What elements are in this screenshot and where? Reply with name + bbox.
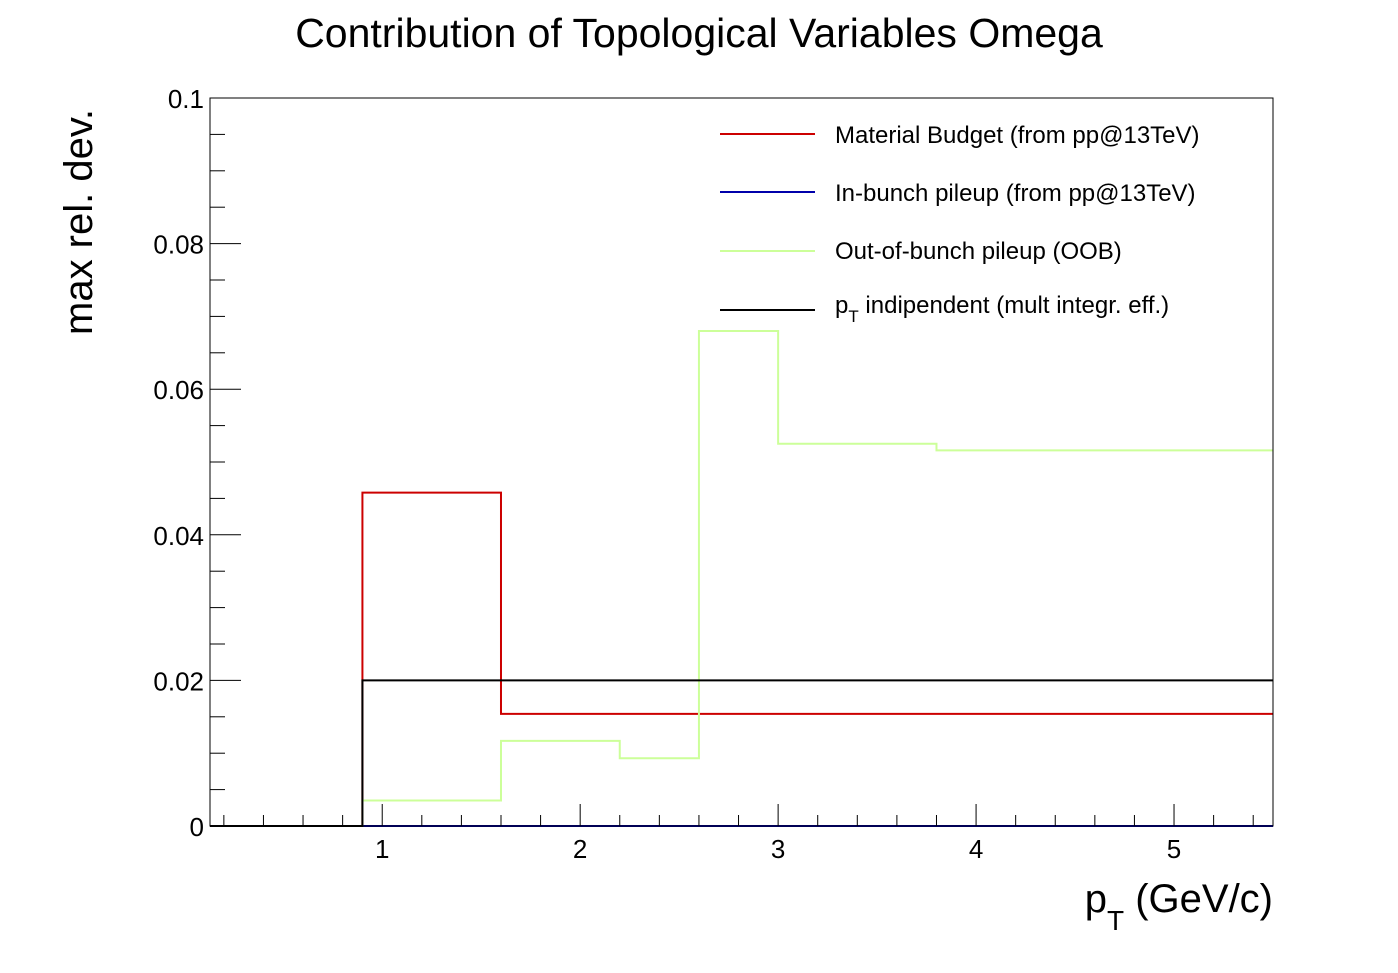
- chart-title: Contribution of Topological Variables Om…: [295, 10, 1103, 56]
- legend-label-pt-independent: pT indipendent (mult integr. eff.): [835, 292, 1169, 326]
- x-tick-label: 5: [1167, 834, 1181, 864]
- series-line-2: [210, 329, 1273, 827]
- y-tick-label: 0: [190, 812, 204, 842]
- y-tick-label: 0.04: [153, 521, 204, 551]
- y-axis-label-text: max rel. dev.: [57, 109, 101, 335]
- plot-frame: [209, 97, 1274, 827]
- legend: Material Budget (from pp@13TeV) In-bunch…: [720, 122, 1200, 326]
- legend-label-in-bunch-pileup: In-bunch pileup (from pp@13TeV): [835, 180, 1196, 207]
- y-axis: 0 0.02 0.04 0.06 0.08 0.1: [153, 84, 241, 842]
- x-tick-label: 3: [771, 834, 785, 864]
- y-axis-label: max rel. dev.: [57, 109, 101, 335]
- series-line-3: [210, 679, 1273, 827]
- legend-label-material-budget: Material Budget (from pp@13TeV): [835, 122, 1200, 149]
- x-axis-label: pT (GeV/c): [1085, 877, 1273, 936]
- x-tick-label: 1: [375, 834, 389, 864]
- x-axis-label-unit: (GeV/c): [1124, 877, 1273, 921]
- series-layer: [210, 329, 1273, 827]
- legend-label-out-of-bunch-pileup: Out-of-bunch pileup (OOB): [835, 238, 1122, 265]
- series-line-0: [210, 491, 1273, 827]
- legend-pt-rest: indipendent (mult integr. eff.): [859, 292, 1169, 319]
- x-tick-label: 4: [969, 834, 983, 864]
- x-tick-label: 2: [573, 834, 587, 864]
- x-axis-label-sub: T: [1107, 905, 1124, 936]
- y-tick-label: 0.06: [153, 375, 204, 405]
- x-axis-label-main: p: [1085, 877, 1107, 921]
- legend-pt-sub: T: [848, 307, 858, 326]
- y-tick-label: 0.08: [153, 230, 204, 260]
- y-tick-label: 0.1: [168, 84, 204, 114]
- legend-pt-main: p: [835, 292, 848, 319]
- y-tick-label: 0.02: [153, 666, 204, 696]
- x-axis: 1 2 3 4 5: [223, 804, 1254, 864]
